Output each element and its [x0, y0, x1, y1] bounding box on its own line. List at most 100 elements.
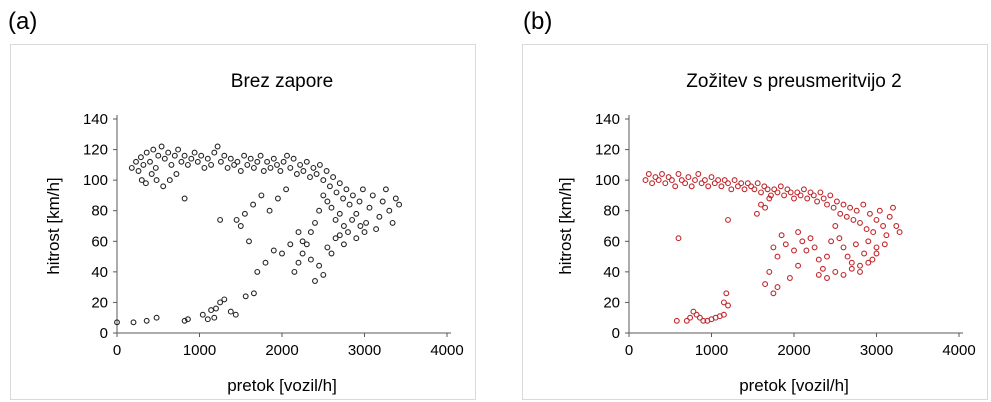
chart-a-data-point — [277, 168, 284, 174]
chart-a-data-point — [247, 155, 254, 162]
chart-b-data-point — [840, 201, 847, 208]
chart-a-data-point — [258, 192, 265, 199]
chart-a-data-point — [158, 143, 165, 150]
chart-b-data-point — [853, 207, 860, 214]
chart-a-data-point — [266, 207, 273, 214]
chart-b-data-point — [844, 253, 851, 260]
chart-b-data-point — [857, 268, 863, 275]
chart-b-data-point — [682, 180, 689, 187]
chart-b-data-point — [869, 256, 876, 263]
chart-b-data-point — [833, 198, 840, 205]
chart-a-data-point — [217, 216, 224, 223]
chart-a-data-point — [198, 152, 205, 159]
chart-a-data-point — [310, 164, 317, 171]
chart-b-data-point — [873, 244, 880, 251]
chart-a-data-point — [366, 204, 373, 211]
chart-a-y-tick-label: 40 — [91, 264, 108, 281]
chart-b-data-point — [791, 247, 797, 254]
chart-a-data-point — [234, 158, 241, 165]
chart-b-data-point — [804, 195, 811, 202]
chart-a-data-point — [300, 168, 307, 174]
chart-b-data-point — [795, 229, 802, 236]
chart-a-data-point — [290, 155, 297, 162]
chart-b-data-point — [762, 204, 769, 211]
chart-b-data-point — [741, 186, 748, 193]
chart-b-data-point — [675, 235, 682, 242]
chart-b-data-point — [662, 180, 669, 187]
chart-a-data-point — [312, 278, 318, 284]
chart-b-data-point — [668, 177, 675, 184]
chart-a-points — [114, 143, 403, 326]
chart-a-data-point — [246, 238, 252, 245]
chart-a-y-tick-label: 0 — [100, 325, 108, 342]
chart-b-data-point — [721, 177, 728, 184]
chart-b-data-point — [731, 177, 738, 184]
chart-a-y-tick-label: 120 — [83, 142, 108, 159]
chart-b-data-point — [863, 226, 870, 233]
chart-a-data-point — [166, 177, 173, 184]
chart-b-data-point — [896, 229, 903, 236]
chart-b-data-point — [725, 180, 731, 187]
chart-a-data-point — [133, 158, 139, 165]
chart-b-data-point — [758, 201, 764, 208]
panel-letter-b: (b) — [523, 8, 553, 35]
chart-b-data-point — [817, 189, 824, 196]
chart-b-data-point — [690, 308, 697, 315]
chart-b-x-tick-label: 2000 — [777, 342, 810, 359]
chart-a-data-point — [297, 161, 304, 168]
chart-b-data-point — [678, 177, 685, 184]
chart-b-data-point — [827, 192, 834, 199]
chart-b-data-point — [794, 189, 801, 196]
chart-b-data-point — [655, 177, 662, 184]
chart-b-data-point — [824, 275, 830, 281]
chart-b-y-tick-label: 0 — [612, 325, 620, 342]
chart-a-data-point — [333, 189, 340, 196]
chart-b-data-point — [781, 192, 788, 199]
chart-a-data-point — [165, 149, 172, 156]
chart-b-data-point — [720, 299, 727, 306]
chart-a-data-point — [137, 154, 144, 161]
chart-b-data-point — [824, 201, 830, 208]
chart-b-y-tick-label: 60 — [603, 233, 620, 250]
chart-a-data-point — [213, 305, 219, 312]
chart-b-data-point — [815, 271, 822, 278]
chart-a-data-point — [241, 152, 248, 159]
chart-b-data-point — [852, 241, 859, 248]
chart-b-y-tick-label: 20 — [603, 294, 620, 311]
chart-a-data-point — [316, 207, 323, 214]
chart-a-data-point — [287, 241, 294, 248]
chart-a-data-point — [148, 171, 155, 177]
chart-a-data-point — [199, 311, 206, 318]
chart-b-data-point — [810, 192, 817, 199]
chart-a-data-point — [312, 219, 318, 226]
chart-a-data-point — [307, 256, 314, 263]
chart-b-data-point — [762, 281, 769, 288]
chart-a-data-point — [153, 314, 160, 321]
chart-b-data-point — [795, 262, 802, 269]
chart-a-data-point — [324, 244, 331, 251]
chart-a-data-point — [336, 232, 343, 239]
chart-a-data-point — [392, 195, 399, 202]
chart-b-data-point — [860, 201, 867, 208]
chart-a-data-point — [280, 158, 287, 165]
chart-a-data-point — [264, 158, 271, 165]
chart-b-y-tick-label: 40 — [603, 264, 620, 281]
chart-b-data-point — [652, 174, 659, 181]
chart-b-data-point — [890, 204, 896, 211]
chart-b-data-point — [803, 247, 810, 254]
chart-a-data-point — [357, 223, 364, 229]
chart-b-data-point — [873, 216, 880, 223]
chart-b-data-point — [744, 180, 751, 187]
chart-b-data-point — [893, 223, 900, 229]
chart-b-data-point — [659, 171, 665, 177]
chart-b-data-point — [683, 317, 690, 324]
chart-a-data-point — [379, 198, 386, 205]
chart-a-x-tick-label: 3000 — [348, 342, 381, 359]
chart-b-y-axis-label: hitrost [km/h] — [556, 177, 575, 274]
chart-a-data-point — [346, 201, 353, 208]
chart-b-data-point — [886, 213, 893, 220]
chart-b-y-tick-label: 120 — [595, 142, 620, 159]
chart-b-data-point — [848, 259, 855, 266]
chart-a-data-point — [316, 262, 323, 269]
chart-a-data-point — [173, 171, 180, 177]
